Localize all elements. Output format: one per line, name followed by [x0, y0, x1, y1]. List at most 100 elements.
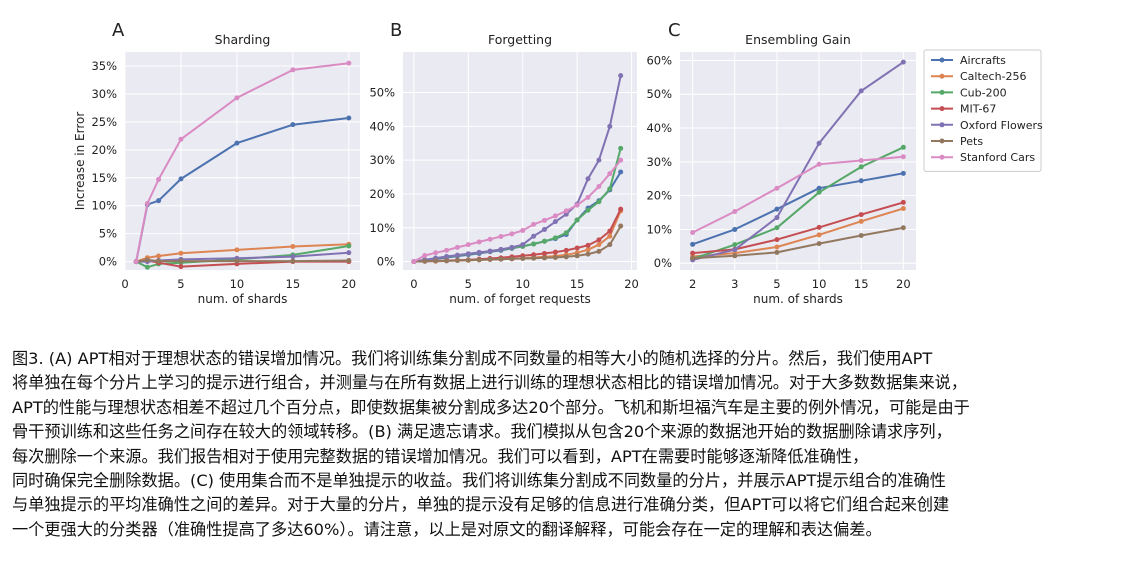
panel-letter: C	[668, 20, 681, 41]
caption-line: 每次删除一个来源。我们报告相对于使用完整数据的错误增加情况。我们可以看到，APT…	[12, 446, 869, 466]
data-point	[531, 241, 537, 247]
data-point	[422, 258, 428, 264]
y-tick-label: 20%	[646, 189, 672, 203]
data-point	[541, 238, 547, 244]
figure-caption: 图3. (A) APT相对于理想状态的错误增加情况。我们将训练集分割成不同数量的…	[12, 347, 1127, 542]
data-point	[563, 208, 569, 214]
data-point	[774, 244, 780, 250]
data-point	[531, 255, 537, 261]
y-tick-label: 50%	[369, 86, 395, 100]
figure-canvas: 0 5 10 15 200%5%10%15%20%25%30%35%A Shardingn…	[73, 20, 1043, 306]
data-point	[476, 257, 482, 263]
data-point	[574, 245, 580, 251]
data-point	[774, 206, 780, 212]
data-point	[607, 242, 613, 248]
y-tick-label: 30%	[91, 87, 117, 101]
data-point	[596, 242, 602, 248]
x-tick-label: 10	[515, 277, 530, 291]
data-point	[774, 237, 780, 243]
data-point	[465, 242, 471, 248]
data-point	[454, 244, 460, 250]
data-point	[454, 252, 460, 258]
caption-line: APT的性能与理想状态相差不超过几个百分点，即使数据集被分割成多达20个部分。飞…	[12, 397, 970, 417]
data-point	[690, 255, 696, 261]
y-tick-label: 40%	[646, 121, 672, 135]
data-point	[900, 154, 906, 160]
data-point	[618, 73, 624, 79]
series-line-pets	[136, 258, 349, 263]
data-point	[133, 259, 139, 265]
data-point	[411, 259, 417, 265]
legend-marker	[939, 89, 945, 95]
x-axis-label: num. of forget requests	[449, 292, 591, 306]
data-point	[156, 198, 162, 204]
x-tick-label: 5	[465, 277, 472, 291]
data-point	[552, 213, 558, 219]
x-tick-label: 20	[341, 277, 356, 291]
data-point	[690, 250, 696, 256]
y-tick-label: 40%	[369, 119, 395, 133]
legend-label: Cub-200	[960, 86, 1007, 99]
caption-line: 图3. (A) APT相对于理想状态的错误增加情况。我们将训练集分割成不同数量的…	[12, 349, 933, 368]
data-point	[465, 251, 471, 257]
series-line-oxford-flowers	[692, 61, 904, 261]
data-point	[858, 212, 864, 218]
data-point	[816, 232, 822, 238]
data-point	[444, 247, 450, 253]
x-tick-label: 15	[570, 277, 585, 291]
series-line-caltech-256	[692, 207, 904, 258]
y-tick-label: 35%	[91, 59, 117, 73]
data-point	[465, 257, 471, 263]
data-point	[234, 247, 240, 253]
data-point	[690, 241, 696, 247]
data-point	[433, 258, 439, 264]
data-point	[618, 206, 624, 212]
data-point	[156, 253, 162, 259]
data-point	[144, 257, 150, 263]
legend-marker	[939, 106, 945, 112]
legend-box	[923, 49, 1042, 172]
data-point	[858, 164, 864, 170]
data-point	[690, 229, 696, 235]
panel-letter: A	[112, 20, 125, 41]
plot-area-A	[125, 52, 360, 270]
data-point	[487, 248, 493, 254]
data-point	[541, 226, 547, 232]
data-point	[346, 60, 352, 66]
data-point	[454, 258, 460, 264]
data-point	[144, 264, 150, 270]
panel-letter: B	[390, 20, 402, 41]
series-line-mit-67	[692, 201, 904, 255]
data-point	[585, 207, 591, 213]
x-tick-label: 2	[689, 277, 696, 291]
data-point	[346, 115, 352, 121]
panel-title: Sharding	[215, 32, 271, 47]
data-point	[732, 209, 738, 215]
data-point	[346, 250, 352, 256]
data-point	[618, 223, 624, 229]
data-point	[498, 246, 504, 252]
caption-line: 骨干预训练和这些任务之间存在较大的领域转移。(B) 满足遗忘请求。我们模拟从包含…	[12, 422, 952, 442]
data-point	[541, 255, 547, 261]
y-tick-label: 10%	[91, 199, 117, 213]
data-point	[290, 67, 296, 73]
data-point	[144, 200, 150, 206]
legend-marker	[939, 73, 945, 79]
legend-label: Pets	[960, 135, 983, 148]
data-point	[596, 184, 602, 190]
data-point	[178, 264, 184, 270]
data-point	[234, 95, 240, 101]
data-point	[585, 176, 591, 182]
series-line-cub-200	[692, 146, 904, 260]
data-point	[816, 224, 822, 230]
x-tick-label: 5	[177, 277, 184, 291]
data-point	[520, 227, 526, 233]
legend-label: MIT-67	[960, 103, 996, 116]
y-tick-label: 60%	[646, 53, 672, 67]
panel-title: Forgetting	[488, 32, 552, 47]
data-point	[541, 217, 547, 223]
data-point	[552, 219, 558, 225]
data-point	[541, 250, 547, 256]
data-point	[290, 258, 296, 264]
data-point	[774, 249, 780, 255]
